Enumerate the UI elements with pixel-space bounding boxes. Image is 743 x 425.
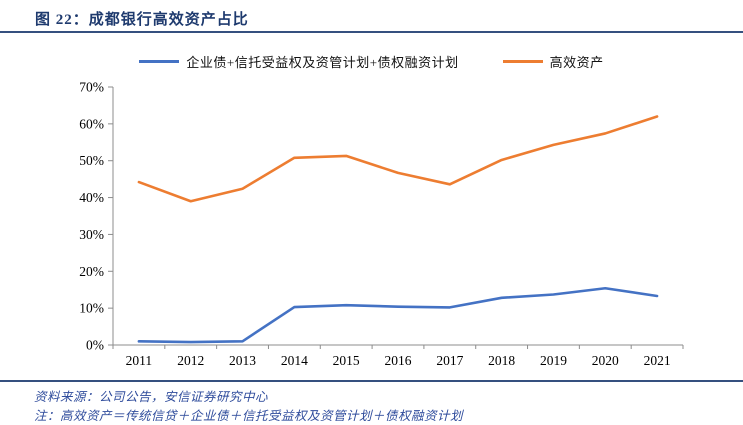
legend-label-efficient-assets: 高效资产 (549, 54, 604, 70)
y-tick-label: 70% (79, 80, 104, 95)
y-tick-label: 20% (79, 264, 104, 279)
x-tick-label: 2013 (229, 353, 256, 368)
x-tick-label: 2011 (126, 353, 153, 368)
x-tick-label: 2017 (436, 353, 463, 368)
line-chart-canvas: 0% 10% 20% 30% 40% 50% 60% 70% 2011 2012 2013 2014 2… (79, 80, 684, 368)
x-tick-label: 2018 (488, 353, 515, 368)
footer-divider (0, 380, 743, 382)
legend-item-efficient-assets: 高效资产 (502, 52, 604, 71)
y-tick-label: 40% (79, 190, 104, 205)
x-tick-label: 2021 (644, 353, 671, 368)
y-tick-label: 50% (79, 153, 104, 168)
figure-header: 图 22：成都银行高效资产占比 (35, 8, 733, 30)
x-tick-label: 2016 (385, 353, 412, 368)
header-divider (0, 31, 743, 33)
x-tick-label: 2015 (333, 353, 360, 368)
x-tick-label: 2020 (592, 353, 619, 368)
x-tick-label: 2012 (177, 353, 204, 368)
y-tick-label: 30% (79, 227, 104, 242)
chart-legend: 企业债+信托受益权及资管计划+债权融资计划 高效资产 (0, 52, 743, 71)
y-tick-label: 60% (79, 116, 104, 131)
y-tick-label: 10% (79, 301, 104, 316)
series-line-0 (137, 286, 659, 344)
x-tick-label: 2019 (540, 353, 567, 368)
source-note: 资料来源：公司公告，安信证券研究中心 (34, 390, 269, 404)
legend-line-swatch-orange (502, 59, 543, 63)
legend-item-corporate-bond-series: 企业债+信托受益权及资管计划+债权融资计划 (139, 52, 458, 71)
definition-note: 注：高效资产＝传统信贷＋企业债＋信托受益权及资管计划＋债权融资计划 (34, 409, 464, 423)
figure-title: 图 22：成都银行高效资产占比 (35, 12, 249, 28)
legend-label-corporate-bond-series: 企业债+信托受益权及资管计划+债权融资计划 (186, 54, 459, 70)
legend-line-swatch-blue (139, 59, 180, 63)
x-tick-label: 2014 (281, 353, 308, 368)
series-line-1 (137, 115, 659, 203)
y-tick-label: 0% (86, 338, 104, 353)
